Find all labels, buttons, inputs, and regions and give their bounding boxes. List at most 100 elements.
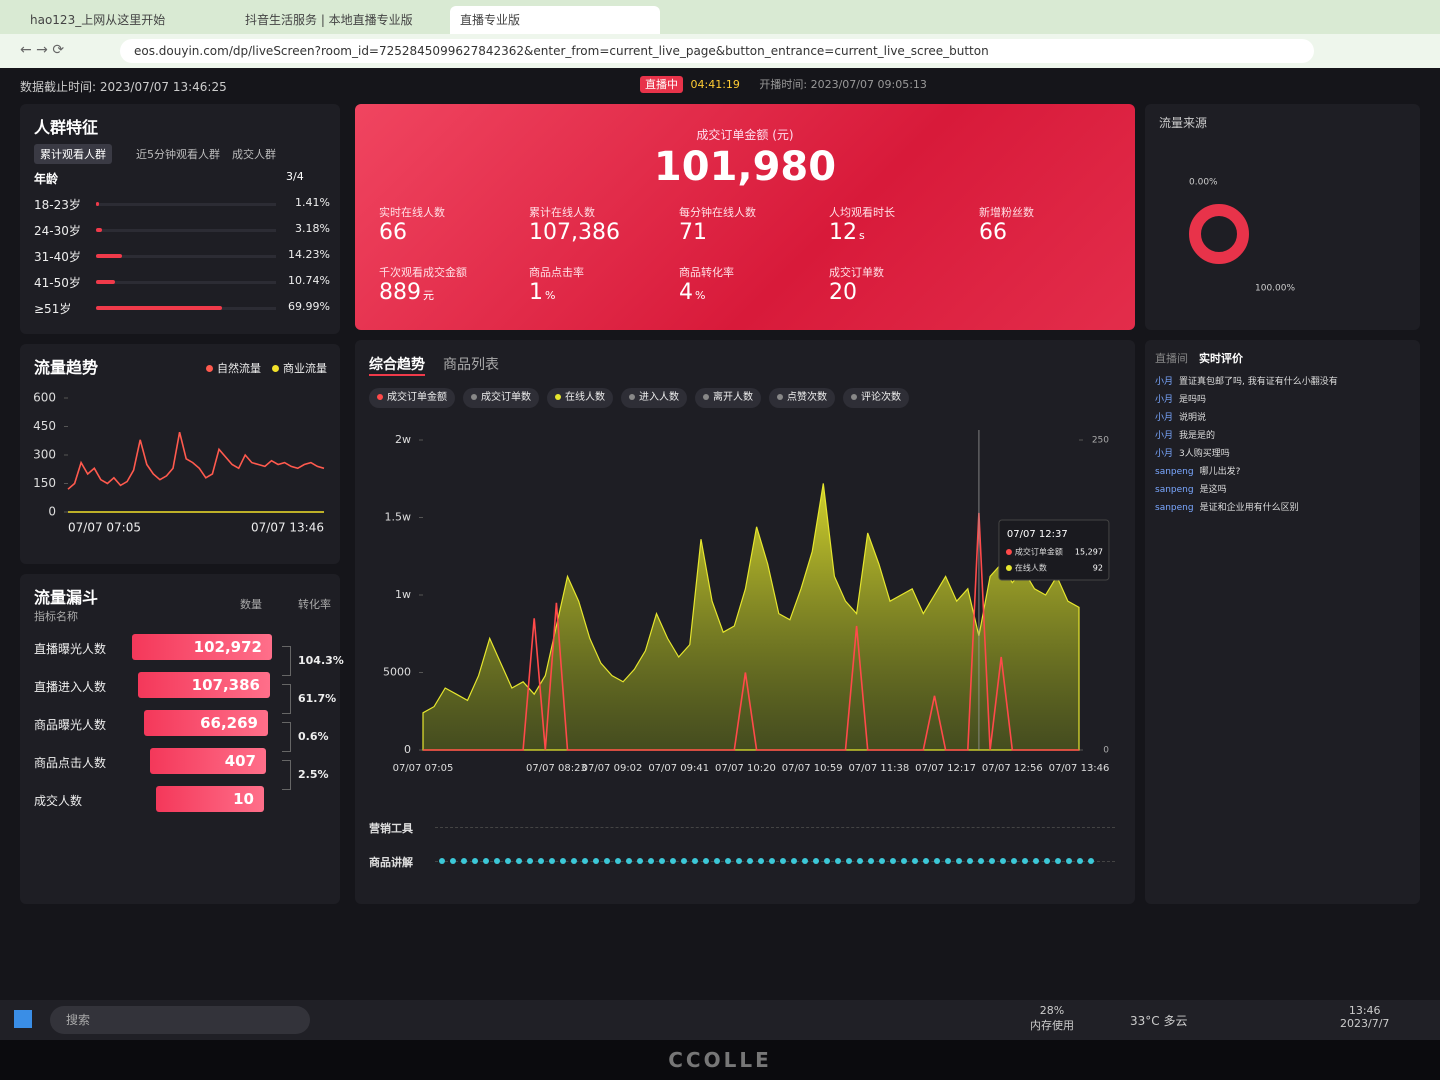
age-label: 31-40岁 bbox=[34, 250, 81, 264]
metric-pill[interactable]: 进入人数 bbox=[621, 388, 687, 408]
track-dot bbox=[1022, 858, 1028, 864]
kpi-unit: % bbox=[545, 289, 556, 302]
nav-icons[interactable]: ← → ⟳ bbox=[20, 42, 65, 58]
track-dot bbox=[472, 858, 478, 864]
track-dot bbox=[923, 858, 929, 864]
metric-pill[interactable]: 评论次数 bbox=[843, 388, 909, 408]
y2-tick-label: 250 bbox=[1092, 436, 1109, 446]
track-dot bbox=[450, 858, 456, 864]
kpi-unit: s bbox=[859, 229, 865, 242]
funnel-name: 直播进入人数 bbox=[34, 680, 107, 694]
track-dot bbox=[1066, 858, 1072, 864]
metric-pill[interactable]: 成交订单金额 bbox=[369, 388, 455, 408]
x-tick-label: 07/07 10:59 bbox=[782, 763, 843, 774]
comment-tab[interactable]: 实时评价 bbox=[1199, 352, 1243, 365]
slice-label: 0.00% bbox=[1189, 178, 1218, 188]
taskbar: 搜索 28% 内存使用 33°C 多云 13:46 2023/7/7 bbox=[0, 1000, 1440, 1040]
track-dot bbox=[890, 858, 896, 864]
track-dot bbox=[505, 858, 511, 864]
browser-tab[interactable]: 抖音生活服务 | 本地直播专业版 bbox=[245, 13, 413, 27]
browser-tab[interactable]: hao123_上网从这里开始 bbox=[30, 13, 166, 27]
search-box[interactable]: 搜索 bbox=[50, 1006, 310, 1034]
track-dot bbox=[846, 858, 852, 864]
tooltip-name: 在线人数 bbox=[1015, 563, 1047, 573]
pill-label: 在线人数 bbox=[565, 392, 605, 403]
comment-text: 是证和企业用有什么区别 bbox=[1199, 503, 1299, 513]
kpi-label: 实时在线人数 bbox=[379, 206, 445, 219]
track-dot bbox=[835, 858, 841, 864]
live-info: 直播中 04:41:19 开播时间: 2023/07/07 09:05:13 bbox=[640, 76, 927, 93]
comment-text: 置证真包邮了吗, 我有证有什么小翻没有 bbox=[1179, 377, 1338, 387]
funnel-header: 指标名称 bbox=[34, 610, 78, 623]
metric-pill[interactable]: 在线人数 bbox=[547, 388, 613, 408]
tooltip-name: 成交订单金额 bbox=[1015, 547, 1063, 557]
funnel-bracket bbox=[282, 684, 291, 714]
track-dot bbox=[703, 858, 709, 864]
pill-label: 成交订单数 bbox=[481, 392, 531, 403]
audience-tab[interactable]: 成交人群 bbox=[232, 148, 276, 161]
tooltip: 07/07 12:37 成交订单金额 15,297 在线人数 92 bbox=[998, 519, 1110, 581]
funnel-header: 数量 bbox=[240, 598, 262, 611]
funnel-bar: 102,972 bbox=[132, 634, 272, 660]
comment: 小月 我是是的 bbox=[1155, 428, 1405, 441]
start-button[interactable] bbox=[14, 1010, 32, 1028]
comment: 小月 3人购买理吗 bbox=[1155, 446, 1405, 459]
browser-tab[interactable]: 直播专业版 bbox=[450, 6, 660, 34]
kpi-label: 千次观看成交金额 bbox=[379, 266, 467, 279]
kpi-number: 66 bbox=[379, 220, 407, 245]
kpi-label: 累计在线人数 bbox=[529, 206, 595, 219]
kpi-number: 71 bbox=[679, 220, 707, 245]
main-trend-panel: 综合趋势 商品列表 成交订单金额 成交订单数 在线人数 进入人数 离开人数 点赞次数 评论次数 0… bbox=[355, 340, 1135, 904]
kpi-unit: % bbox=[695, 289, 706, 302]
y-tick-label: 0 bbox=[404, 743, 411, 756]
metric-pill[interactable]: 点赞次数 bbox=[769, 388, 835, 408]
panel-title: 流量趋势 bbox=[34, 358, 99, 377]
metric-pill[interactable]: 成交订单数 bbox=[463, 388, 539, 408]
track-dot bbox=[1055, 858, 1061, 864]
track-dot bbox=[879, 858, 885, 864]
main-tab[interactable]: 商品列表 bbox=[443, 357, 499, 373]
kpi-value: 20 bbox=[829, 280, 857, 305]
slice-label: 100.00% bbox=[1255, 284, 1295, 294]
kpi-label: 新增粉丝数 bbox=[979, 206, 1034, 219]
metric-pill[interactable]: 离开人数 bbox=[695, 388, 761, 408]
track-dot bbox=[659, 858, 665, 864]
kpi-number: 889 bbox=[379, 280, 421, 305]
kpi-number: 1 bbox=[529, 280, 543, 305]
track-dot bbox=[648, 858, 654, 864]
track-label: 商品讲解 bbox=[369, 856, 413, 869]
kpi-value: 12 s bbox=[829, 220, 865, 245]
track-dot bbox=[956, 858, 962, 864]
trend-chart: 0 150 300 450 600 07/07 07:05 07/07 13:46 bbox=[33, 391, 325, 535]
kpi-number: 12 bbox=[829, 220, 857, 245]
track-dot bbox=[813, 858, 819, 864]
comment-text: 是吗吗 bbox=[1179, 395, 1207, 405]
pager[interactable]: 3/4 bbox=[286, 170, 304, 183]
x-tick-label: 07/07 07:05 bbox=[68, 521, 141, 535]
comment: 小月 是吗吗 bbox=[1155, 392, 1405, 405]
audience-tab[interactable]: 近5分钟观看人群 bbox=[136, 148, 220, 161]
pill-dot bbox=[703, 394, 709, 400]
funnel-bar: 66,269 bbox=[144, 710, 268, 736]
track-dot bbox=[527, 858, 533, 864]
kpi-number: 4 bbox=[679, 280, 693, 305]
track-dot bbox=[1044, 858, 1050, 864]
age-percent: 3.18% bbox=[295, 222, 330, 235]
comment-user: 小月 bbox=[1155, 431, 1174, 441]
track-dot bbox=[736, 858, 742, 864]
comment-user: sanpeng bbox=[1155, 467, 1194, 477]
age-percent: 1.41% bbox=[295, 196, 330, 209]
track-dot bbox=[934, 858, 940, 864]
memory: 28% 内存使用 bbox=[1030, 1004, 1074, 1033]
comment-tab[interactable]: 直播间 bbox=[1155, 352, 1188, 365]
live-status: 直播中 bbox=[640, 76, 683, 93]
pill-dot bbox=[377, 394, 383, 400]
url-field[interactable]: eos.douyin.com/dp/liveScreen?room_id=725… bbox=[120, 39, 1314, 63]
traffic-trend-panel: 流量趋势 自然流量 商业流量 0 150 300 450 600 07/07 07:05 07/0… bbox=[20, 344, 340, 564]
tooltip-value: 15,297 bbox=[1075, 548, 1103, 557]
track-dot bbox=[857, 858, 863, 864]
audience-tab[interactable]: 累计观看人群 bbox=[34, 144, 112, 164]
main-tab[interactable]: 综合趋势 bbox=[369, 354, 425, 376]
kpi-number: 107,386 bbox=[529, 220, 620, 245]
